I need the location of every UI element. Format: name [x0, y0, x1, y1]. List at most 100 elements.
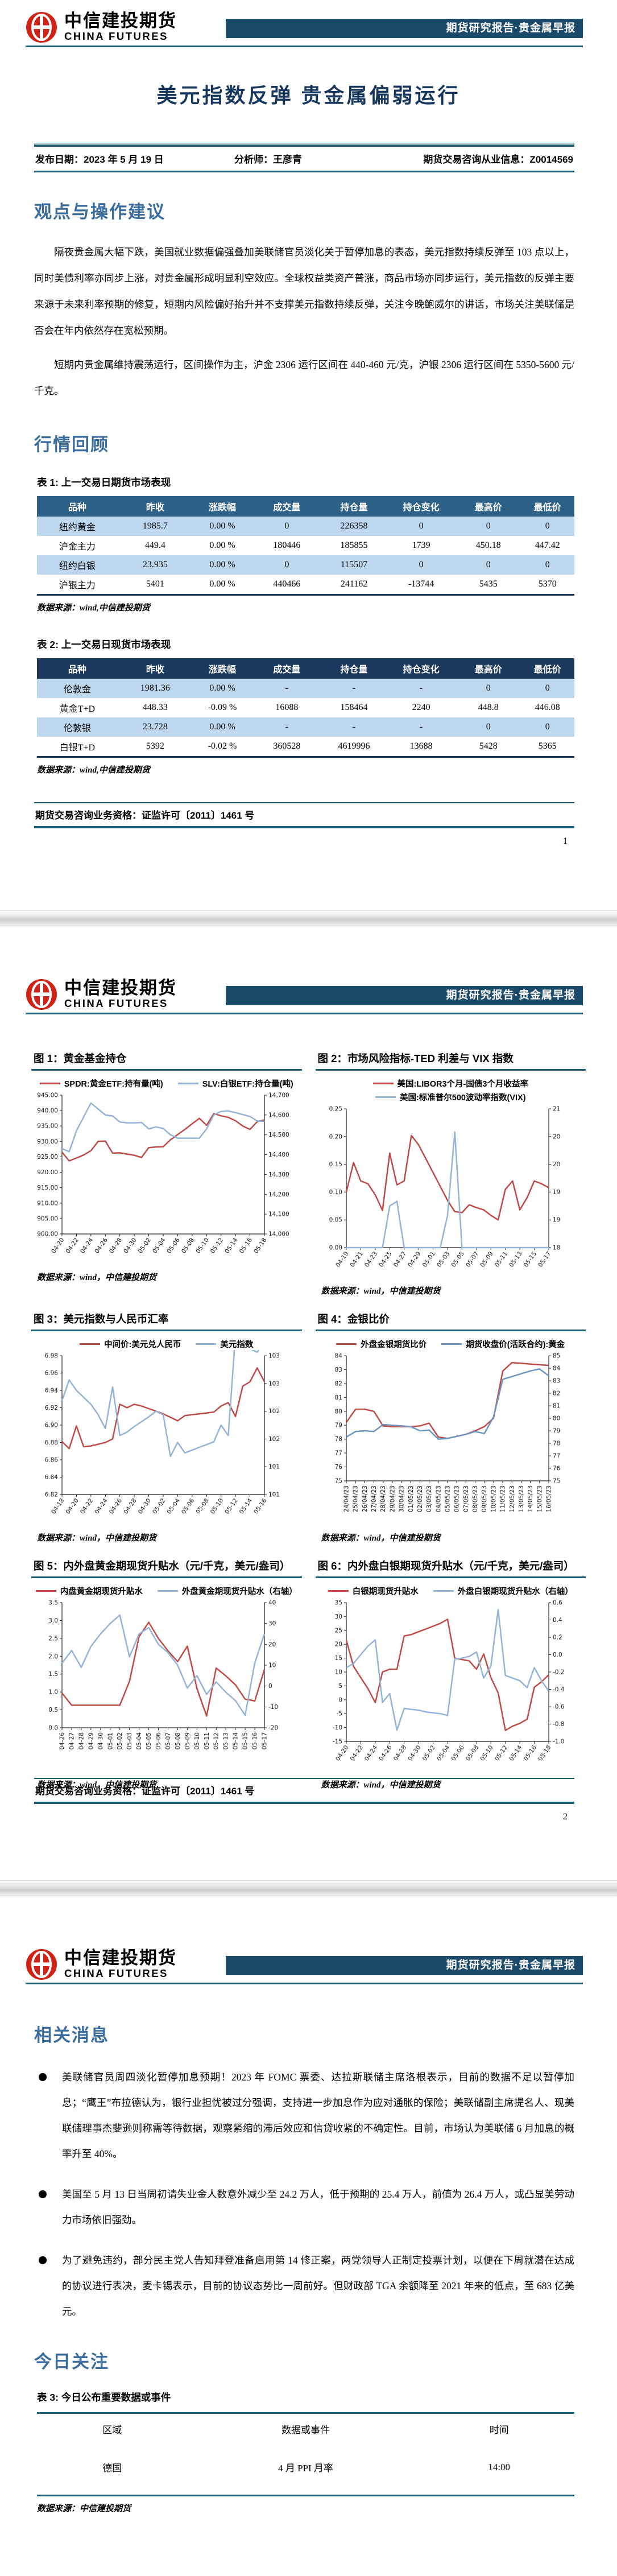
svg-text:0.6: 0.6	[553, 1600, 562, 1607]
svg-text:5: 5	[338, 1683, 342, 1690]
legend-label: 中间价:美元兑人民币	[104, 1340, 181, 1349]
svg-text:101: 101	[268, 1492, 280, 1498]
svg-text:6.92: 6.92	[45, 1405, 58, 1411]
column-header: 昨收	[117, 658, 193, 679]
logo-name-en: CHINA FUTURES	[64, 997, 168, 1009]
news-bullet: 美联储官员周四淡化暂停加息预期！2023 年 FOMC 票委、达拉斯联储主席洛根…	[35, 2065, 574, 2167]
citic-emblem-icon	[26, 12, 57, 43]
svg-text:05-02: 05-02	[151, 1497, 167, 1516]
svg-text:35: 35	[334, 1600, 342, 1607]
svg-text:05-12: 05-12	[213, 1732, 220, 1750]
series-line	[345, 1134, 549, 1221]
page-number: 1	[563, 836, 568, 846]
svg-text:6.98: 6.98	[45, 1353, 58, 1360]
figure-1: 图 1：黄金基金持仓 SPDR:黄金ETF:持有量(吨) SLV:白银ETF:持仓量…	[31, 1051, 302, 1283]
figure-5: 图 5：内外盘黄金期现货升贴水（元/千克，美元/盎司） 内盘黄金期现货升贴水 外盘黄…	[31, 1558, 302, 1790]
svg-text:1.0: 1.0	[48, 1689, 58, 1696]
svg-text:3.0: 3.0	[48, 1617, 58, 1624]
svg-text:103: 103	[268, 1353, 280, 1360]
page-separator	[0, 1880, 617, 1896]
svg-text:05-10: 05-10	[479, 1744, 494, 1762]
svg-text:05-12: 05-12	[223, 1497, 239, 1516]
table-cell: 5401	[146, 579, 164, 589]
svg-text:2.0: 2.0	[48, 1653, 58, 1660]
table-cell: 23.728	[142, 722, 168, 732]
svg-text:04/05/23: 04/05/23	[435, 1485, 442, 1512]
svg-text:0.15: 0.15	[329, 1161, 342, 1168]
column-header: 持仓量	[321, 496, 387, 517]
table-cell: 沪金主力	[59, 542, 96, 552]
svg-text:05-11: 05-11	[493, 1250, 508, 1269]
svg-text:05-14: 05-14	[233, 1732, 239, 1750]
figure-source: 数据来源：wind，中信建投期货	[321, 1534, 441, 1543]
section-news-heading: 相关消息	[34, 2025, 109, 2045]
svg-text:04-29: 04-29	[88, 1732, 94, 1750]
brand-logo: 中信建投期货 CHINA FUTURES	[26, 11, 177, 43]
svg-text:20: 20	[553, 1161, 560, 1168]
table-row: 德国 4 月 PPI 月率 14:00	[37, 2443, 574, 2496]
header-rule	[26, 46, 583, 47]
svg-text:05-12: 05-12	[493, 1744, 508, 1762]
svg-text:945.00: 945.00	[37, 1092, 58, 1099]
table-cell: 115507	[340, 560, 368, 569]
table-cell: 0	[486, 560, 491, 569]
table-row: 沪银主力 5401 0.00 % 440466 241162 -13744 5435 5370	[37, 575, 574, 595]
bullet-dot-icon	[39, 2256, 47, 2264]
table1-caption: 表 1: 上一交易日期货市场表现	[37, 477, 171, 488]
table-cell: 226358	[340, 521, 368, 531]
column-header: 最低价	[520, 658, 574, 679]
svg-text:04-30: 04-30	[137, 1497, 152, 1516]
series-line	[345, 1368, 549, 1440]
svg-text:82: 82	[334, 1380, 342, 1387]
table-cell: 0	[486, 683, 491, 693]
svg-text:05-12: 05-12	[209, 1237, 225, 1255]
report-header: 中信建投期货 CHINA FUTURES 期货研究报告·贵金属早报	[26, 926, 583, 1014]
column-header: 数据或事件	[281, 2425, 330, 2435]
svg-text:900.00: 900.00	[37, 1231, 58, 1238]
table-cell: 5365	[538, 741, 557, 751]
svg-text:0.05: 0.05	[329, 1217, 342, 1224]
figure-2: 图 2：市场风险指标-TED 利差与 VIX 指数 美国:LIBOR3个月-国债3…	[315, 1051, 586, 1297]
svg-text:920.00: 920.00	[37, 1169, 58, 1176]
svg-text:0.0: 0.0	[553, 1652, 562, 1658]
svg-text:81: 81	[553, 1403, 560, 1410]
svg-text:04-26: 04-26	[108, 1497, 124, 1516]
svg-text:05-11: 05-11	[204, 1732, 210, 1750]
legend-swatch-icon	[80, 1343, 101, 1345]
svg-text:1.5: 1.5	[48, 1671, 58, 1678]
svg-text:15: 15	[334, 1655, 342, 1662]
series-line	[61, 1614, 266, 1716]
table-cell: 440466	[273, 579, 301, 589]
svg-text:29/04/23: 29/04/23	[389, 1485, 396, 1512]
viewpoint-paragraph-1: 隔夜贵金属大幅下跌，美国就业数据偏强叠加美联储官员淡化关于暂停加息的表态，美元指…	[34, 246, 574, 336]
legend-label: 期货收盘价(活跃合约):黄金	[466, 1340, 565, 1349]
svg-text:04-22: 04-22	[79, 1497, 94, 1516]
svg-text:05-08: 05-08	[194, 1497, 210, 1516]
svg-text:2.5: 2.5	[48, 1635, 58, 1642]
svg-text:05-01: 05-01	[107, 1732, 114, 1750]
table-cell: 13688	[409, 741, 433, 751]
news-bullet: 美国至 5 月 13 日当周初请失业金人数意外减少至 24.2 万人，低于预期的…	[35, 2182, 574, 2233]
svg-text:05-02: 05-02	[421, 1744, 436, 1762]
publish-date: 发布日期：2023 年 5 月 19 日	[35, 154, 164, 165]
svg-text:14,100: 14,100	[268, 1211, 289, 1218]
svg-text:06/05/23: 06/05/23	[453, 1485, 460, 1512]
figures-grid: 图 1：黄金基金持仓 SPDR:黄金ETF:持有量(吨) SLV:白银ETF:持仓量…	[31, 1051, 586, 1790]
table-row: 纽约黄金 1985.7 0.00 % 0 226358 0 0 0	[37, 517, 574, 536]
svg-text:27/04/23: 27/04/23	[371, 1485, 378, 1512]
legend-item: 美国:LIBOR3个月-国债3个月收益率	[372, 1078, 528, 1089]
svg-text:04-24: 04-24	[93, 1497, 109, 1516]
svg-text:0.0: 0.0	[48, 1725, 58, 1732]
today-table-wrap: 区域 数据或事件 时间 德国 4 月 PPI 月率 14:00	[37, 2412, 574, 2496]
svg-text:6.84: 6.84	[45, 1474, 59, 1481]
section-today-heading: 今日关注	[34, 2352, 109, 2372]
svg-text:05-08: 05-08	[175, 1732, 181, 1750]
table-row: 白银T+D 5392 -0.02 % 360528 4619996 13688 5428 53…	[37, 737, 574, 757]
svg-text:102: 102	[268, 1436, 280, 1443]
chart-canvas: 900.00 905.00 910.00 915.00 920.00 925.00 930.…	[37, 1092, 289, 1255]
legend-item: 外盘白银期现货升贴水（右轴）	[433, 1585, 573, 1597]
svg-text:75: 75	[334, 1478, 342, 1485]
svg-text:08/05/23: 08/05/23	[472, 1485, 479, 1512]
svg-text:04-27: 04-27	[392, 1250, 407, 1269]
table-cell: 纽约白银	[59, 562, 96, 571]
